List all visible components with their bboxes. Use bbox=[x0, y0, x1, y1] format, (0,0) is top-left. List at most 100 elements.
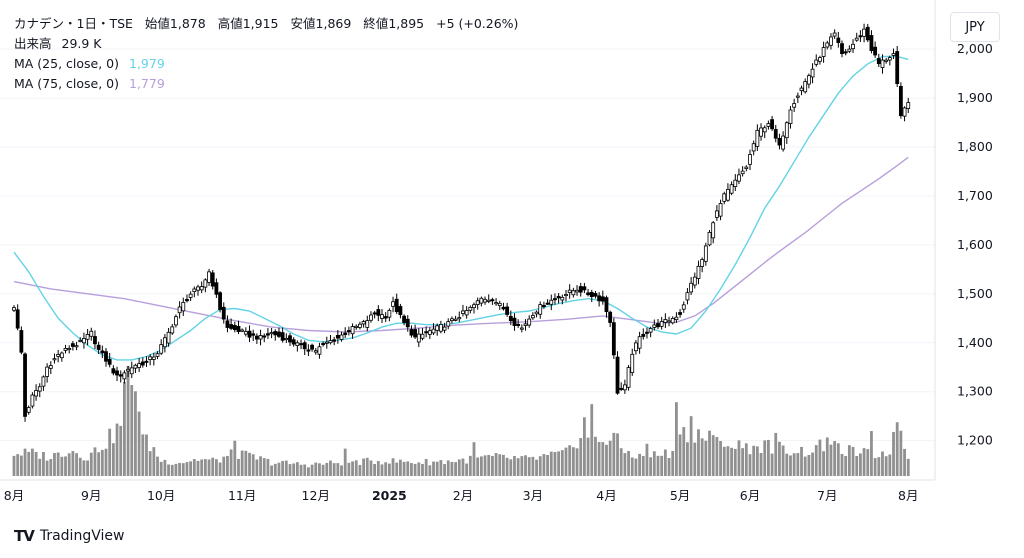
candle-body bbox=[435, 325, 440, 331]
tradingview-attribution[interactable]: TV TradingView bbox=[14, 527, 124, 545]
volume-bar bbox=[303, 464, 307, 476]
candle-body bbox=[773, 129, 778, 139]
candle-body bbox=[431, 328, 436, 334]
volume-bar bbox=[892, 431, 895, 476]
candle-body bbox=[380, 314, 384, 319]
candle-body bbox=[59, 352, 64, 359]
candle-body bbox=[571, 290, 576, 296]
candle bbox=[542, 301, 546, 309]
volume-bar bbox=[748, 454, 752, 476]
volume-bar bbox=[439, 460, 443, 476]
volume-bar bbox=[759, 453, 763, 476]
candle bbox=[140, 357, 145, 368]
candle-body bbox=[89, 330, 94, 337]
volume-bar bbox=[78, 457, 82, 476]
candle bbox=[332, 336, 337, 346]
candle-body bbox=[56, 354, 61, 357]
candle bbox=[177, 301, 182, 319]
candle-body bbox=[497, 302, 502, 307]
candle-body bbox=[729, 184, 734, 194]
volume-bar bbox=[443, 464, 446, 476]
low-label: 安値 bbox=[290, 16, 316, 31]
volume-bar bbox=[608, 440, 612, 476]
symbol-label[interactable]: カナデン・1日・TSE bbox=[14, 16, 133, 31]
candle-body bbox=[600, 296, 605, 302]
volume-bar bbox=[181, 463, 185, 476]
candle-body bbox=[795, 95, 800, 98]
candle bbox=[321, 341, 326, 347]
ma25-label: MA (25, close, 0) bbox=[14, 56, 120, 71]
candle bbox=[490, 297, 495, 305]
candle bbox=[59, 351, 64, 362]
volume-bar bbox=[825, 437, 829, 476]
volume-bar bbox=[778, 441, 781, 476]
volume-bar bbox=[38, 458, 42, 476]
candle-body bbox=[266, 333, 270, 336]
volume-bar bbox=[12, 455, 16, 476]
volume-bar bbox=[27, 451, 31, 476]
volume-bar bbox=[137, 411, 141, 476]
candle-body bbox=[806, 75, 811, 85]
candle-body bbox=[475, 300, 480, 305]
candle bbox=[597, 292, 602, 307]
candle bbox=[133, 363, 138, 373]
volume-bar bbox=[318, 463, 321, 476]
volume-bar bbox=[586, 437, 590, 476]
candle bbox=[553, 293, 557, 305]
candle bbox=[306, 344, 311, 357]
candle bbox=[876, 53, 881, 68]
volume-bar bbox=[744, 443, 748, 476]
candle-body bbox=[321, 343, 326, 346]
ma25-row[interactable]: MA (25, close, 0) 1,979 bbox=[14, 54, 518, 74]
candle bbox=[895, 45, 900, 88]
candle bbox=[832, 29, 837, 39]
volume-bar bbox=[789, 455, 792, 476]
candle-body bbox=[299, 343, 303, 346]
candle bbox=[214, 278, 219, 298]
candle-body bbox=[733, 179, 738, 187]
candle bbox=[461, 304, 465, 317]
candle-body bbox=[162, 337, 167, 348]
candle-body bbox=[96, 344, 101, 350]
volume-bar bbox=[564, 447, 568, 476]
candle-body bbox=[718, 203, 723, 217]
candle bbox=[567, 284, 572, 299]
volume-bar bbox=[630, 457, 634, 476]
candle-body bbox=[784, 122, 789, 139]
candle-body bbox=[714, 210, 719, 218]
candle-body bbox=[174, 316, 178, 326]
candle bbox=[232, 321, 237, 333]
volume-bar bbox=[597, 442, 601, 476]
candle bbox=[608, 310, 613, 327]
candle bbox=[310, 343, 314, 352]
volume-bar bbox=[472, 442, 476, 476]
candle bbox=[162, 334, 167, 353]
candle bbox=[159, 339, 164, 355]
volume-bar bbox=[130, 385, 134, 476]
candle bbox=[243, 327, 248, 337]
volume-bar bbox=[218, 462, 222, 476]
candle bbox=[497, 300, 502, 310]
candle bbox=[600, 290, 605, 305]
candle-body bbox=[902, 107, 907, 117]
candle bbox=[107, 353, 112, 368]
candle bbox=[622, 379, 627, 394]
candlestick-series bbox=[12, 23, 911, 422]
candle bbox=[236, 320, 241, 335]
volume-bar bbox=[67, 453, 71, 476]
candle-body bbox=[814, 59, 819, 65]
currency-button[interactable]: JPY bbox=[950, 12, 1000, 42]
volume-bar bbox=[42, 451, 45, 476]
time-axis[interactable]: 8月 9月 10月 11月 12月 2025 2月 3月 4月 5月 6月 7月 8月 bbox=[4, 488, 919, 503]
volume-bar bbox=[266, 458, 270, 476]
candle-body bbox=[608, 311, 613, 323]
ma75-row[interactable]: MA (75, close, 0) 1,779 bbox=[14, 74, 518, 94]
price-axis[interactable]: 1,200 1,300 1,400 1,500 1,600 1,700 1,800 1,900… bbox=[957, 41, 993, 447]
candle bbox=[538, 301, 543, 319]
volume-bar bbox=[237, 458, 240, 476]
candle bbox=[266, 328, 270, 339]
candle-body bbox=[457, 317, 462, 320]
x-tick-label: 7月 bbox=[817, 488, 837, 503]
ma25-value: 1,979 bbox=[129, 56, 165, 71]
